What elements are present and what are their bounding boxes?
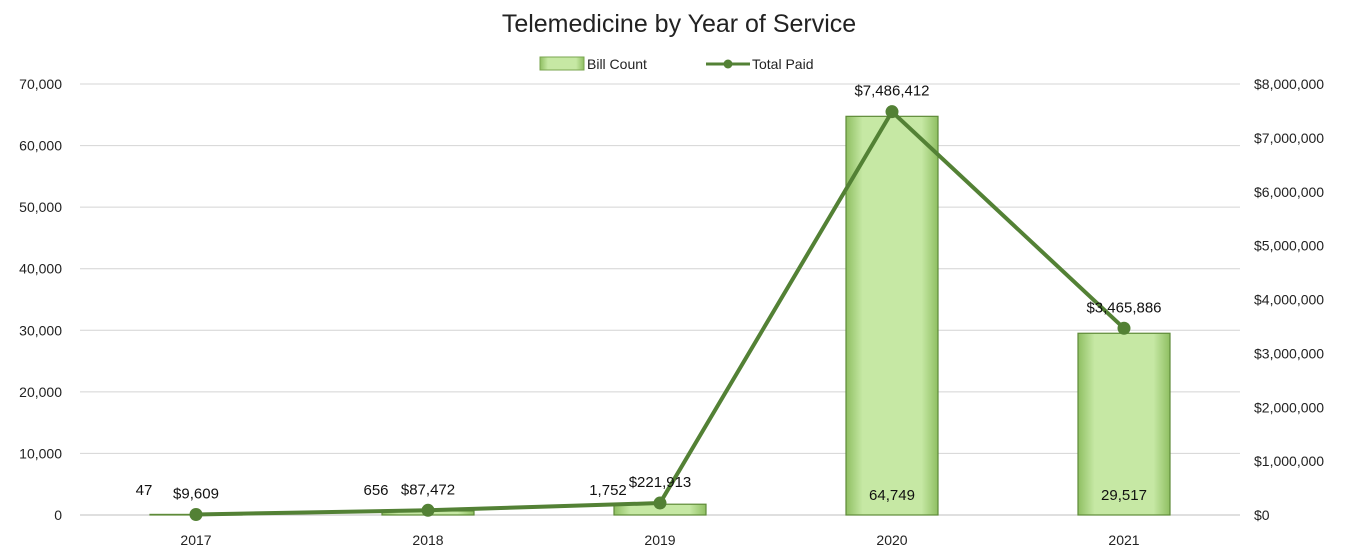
legend-total-paid-label: Total Paid xyxy=(752,56,813,72)
bar-data-label: 1,752 xyxy=(589,482,627,499)
left-tick-label: 10,000 xyxy=(19,445,62,461)
left-tick-label: 40,000 xyxy=(19,261,62,277)
bar xyxy=(845,115,939,516)
legend: Bill Count Total Paid xyxy=(539,56,813,72)
left-tick-label: 50,000 xyxy=(19,199,62,215)
bar-data-label: 47 xyxy=(136,482,153,499)
x-axis: 2017 2018 2019 2020 2021 xyxy=(80,514,1240,548)
x-tick-label: 2020 xyxy=(876,532,907,548)
right-tick-label: $8,000,000 xyxy=(1254,76,1324,92)
total-paid-series-line xyxy=(195,109,1126,517)
chart-title: Telemedicine by Year of Service xyxy=(502,10,856,38)
right-tick-label: $5,000,000 xyxy=(1254,238,1324,254)
line-point xyxy=(653,496,667,510)
line-data-label: $3,465,886 xyxy=(1086,299,1161,316)
x-tick-label: 2018 xyxy=(412,532,443,548)
left-tick-label: 20,000 xyxy=(19,384,62,400)
right-tick-label: $6,000,000 xyxy=(1254,184,1324,200)
line-point xyxy=(421,503,435,517)
right-tick-label: $2,000,000 xyxy=(1254,399,1324,415)
x-tick-label: 2019 xyxy=(644,532,675,548)
bar-data-label: 64,749 xyxy=(869,487,915,504)
left-y-axis: 0 10,000 20,000 30,000 40,000 50,000 60,000 70,… xyxy=(19,76,62,523)
right-tick-label: $1,000,000 xyxy=(1254,453,1324,469)
bill-count-bars: 47 656 1,752 64,749 29,517 xyxy=(136,115,1171,516)
left-tick-label: 0 xyxy=(54,507,62,523)
right-y-axis: $0 $1,000,000 $2,000,000 $3,000,000 $4,000,0… xyxy=(1254,76,1324,523)
right-tick-label: $7,000,000 xyxy=(1254,130,1324,146)
left-tick-label: 60,000 xyxy=(19,138,62,154)
line-data-label: $9,609 xyxy=(173,485,219,502)
left-tick-label: 70,000 xyxy=(19,76,62,92)
x-tick-label: 2021 xyxy=(1108,532,1139,548)
legend-bill-count-label: Bill Count xyxy=(587,56,647,72)
line-data-label: $7,486,412 xyxy=(854,83,929,100)
line-data-label: $221,913 xyxy=(629,474,692,491)
left-tick-label: 30,000 xyxy=(19,322,62,338)
line-point xyxy=(885,105,899,119)
line-data-label: $87,472 xyxy=(401,481,455,498)
legend-bill-count-swatch xyxy=(539,56,585,71)
total-paid-line: $9,609 $87,472 $221,913 $7,486,412 $3,465,88… xyxy=(173,83,1162,521)
legend-total-paid-marker xyxy=(723,59,733,69)
line-point xyxy=(189,507,203,521)
gridlines xyxy=(80,83,1240,516)
right-tick-label: $3,000,000 xyxy=(1254,345,1324,361)
right-tick-label: $0 xyxy=(1254,507,1270,523)
bar xyxy=(1077,332,1171,516)
right-tick-label: $4,000,000 xyxy=(1254,292,1324,308)
bar-data-label: 29,517 xyxy=(1101,487,1147,504)
line-point xyxy=(1117,321,1131,335)
bar-data-label: 656 xyxy=(363,482,388,499)
x-tick-label: 2017 xyxy=(180,532,211,548)
